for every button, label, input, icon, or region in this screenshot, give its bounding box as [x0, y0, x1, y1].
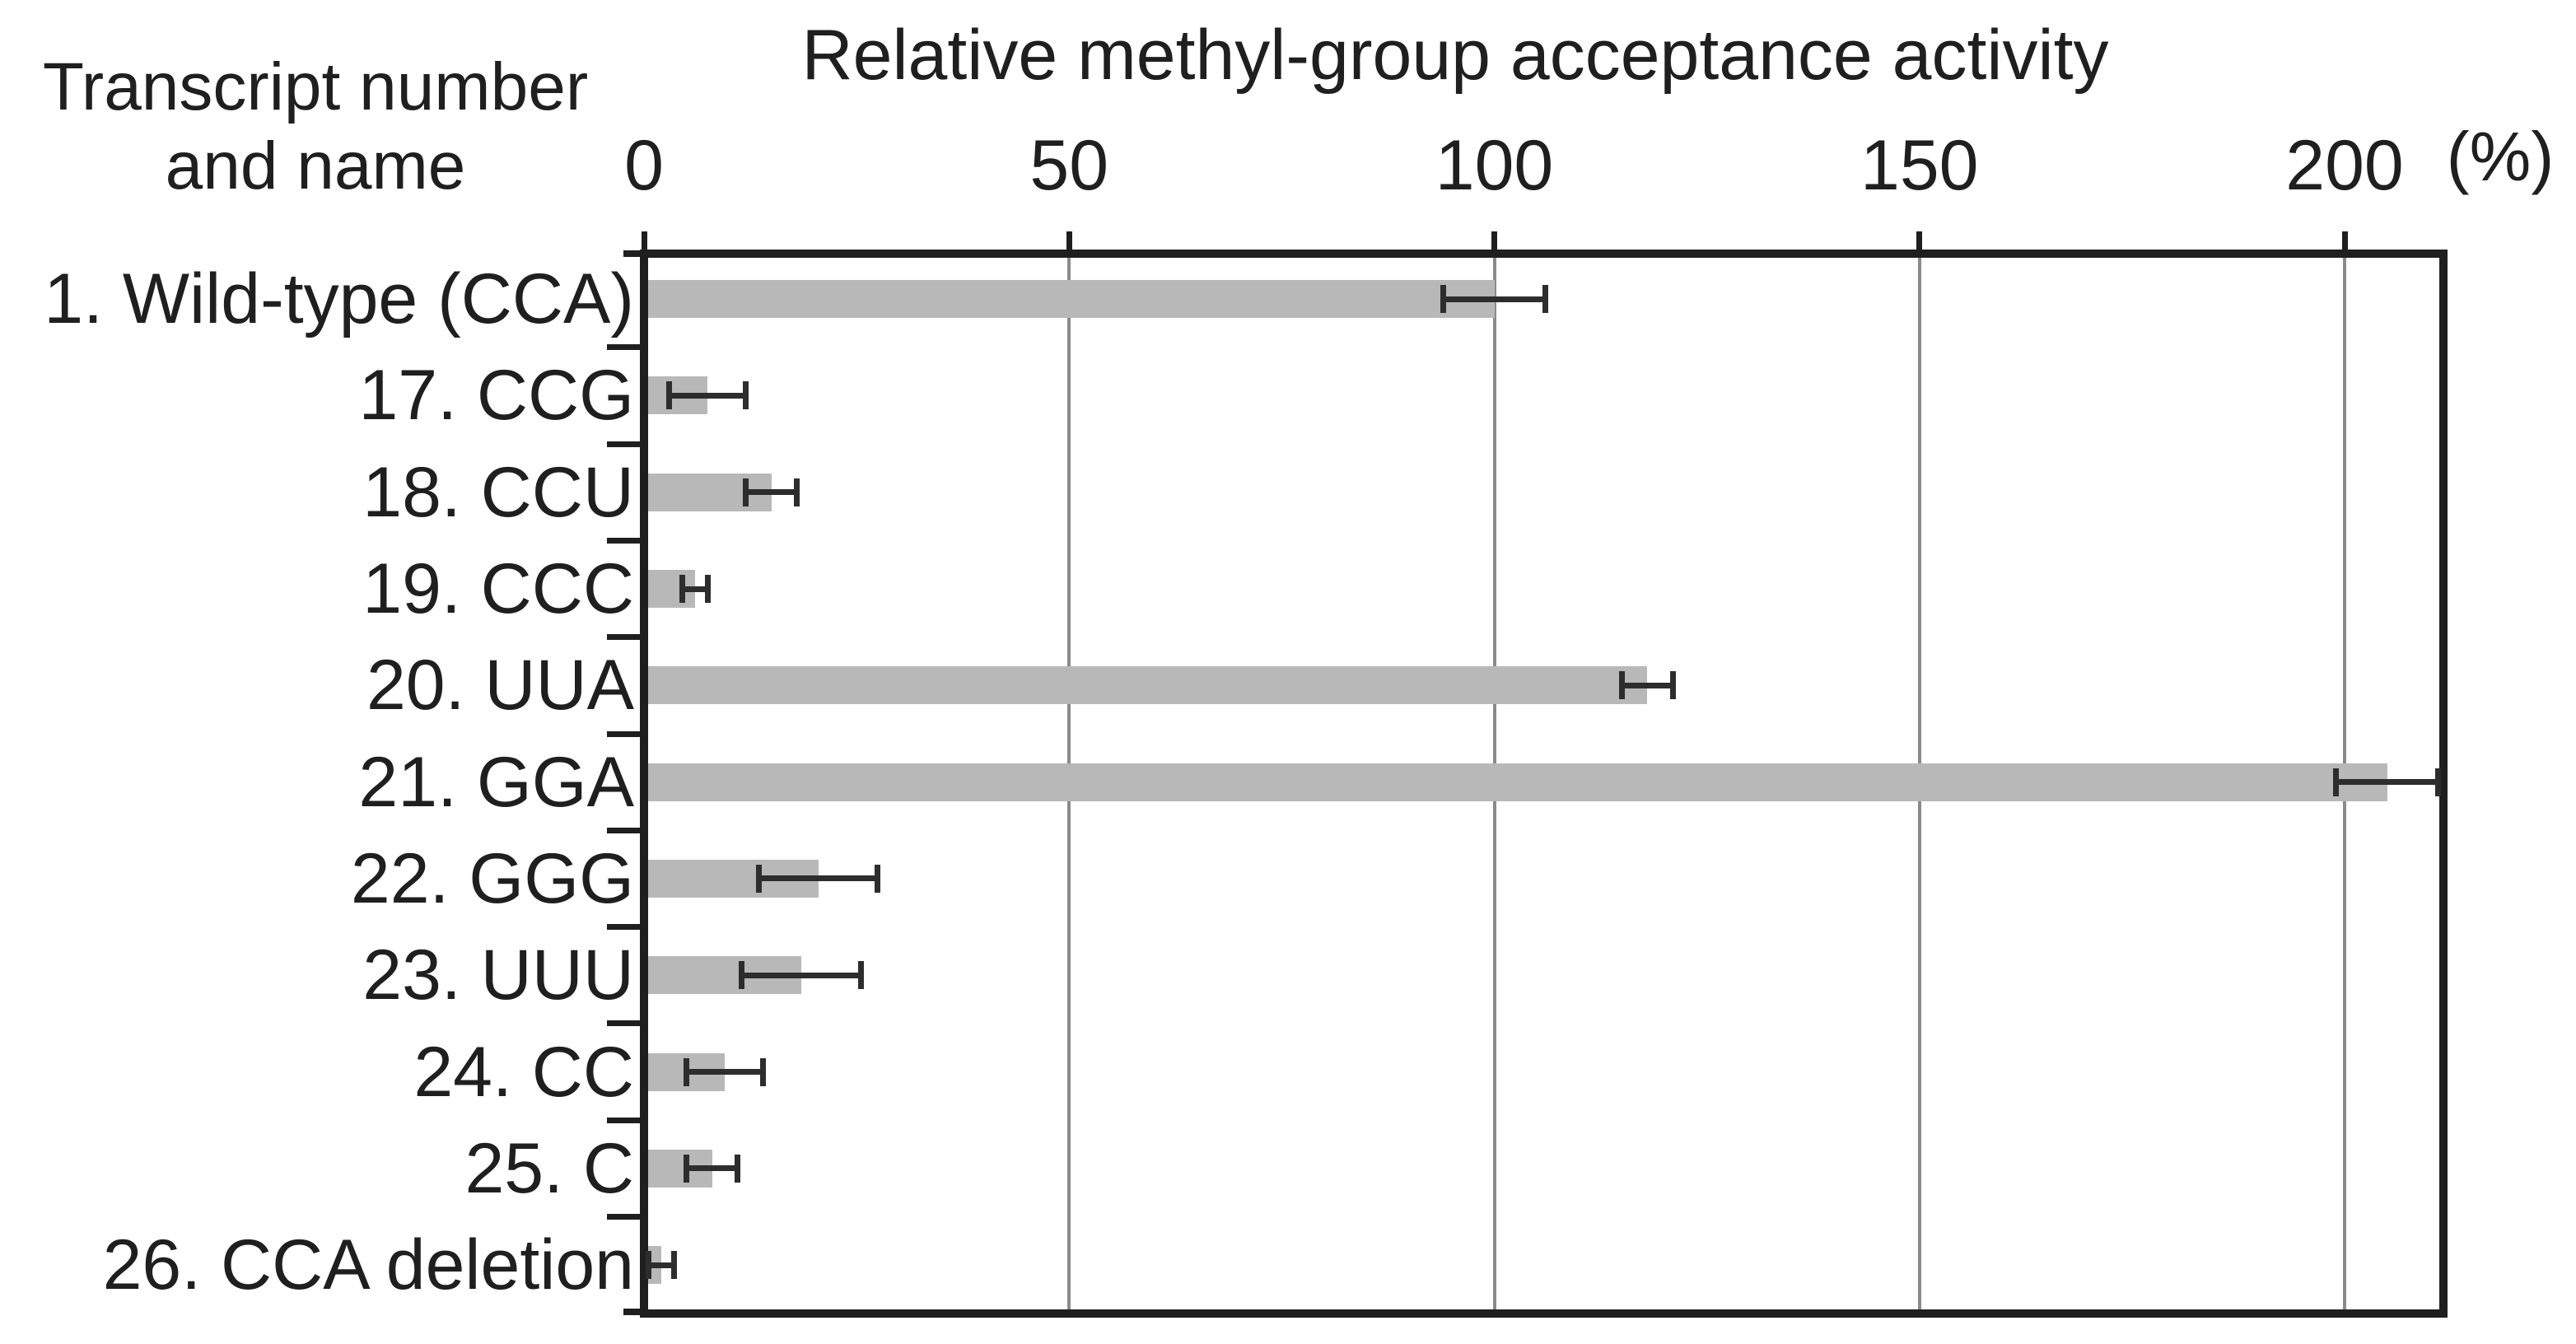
error-bar-cap — [2435, 768, 2442, 796]
y-tick — [607, 1214, 640, 1220]
error-bar-cap — [739, 961, 745, 990]
x-tick-label: 50 — [1029, 126, 1109, 205]
error-bar-whisker — [682, 586, 708, 592]
error-bar-cap — [875, 864, 881, 893]
error-bar-whisker — [648, 1262, 674, 1268]
x-tick — [641, 231, 647, 250]
error-bar-cap — [743, 478, 749, 506]
category-label: 23. UUU — [362, 936, 634, 1015]
x-tick-label: 100 — [1435, 126, 1554, 205]
category-label: 22. GGG — [350, 838, 634, 918]
error-bar-cap — [679, 575, 685, 604]
y-tick-top-corner — [623, 250, 640, 257]
category-label: 1. Wild-type (CCA) — [44, 259, 634, 339]
error-bar-cap — [1542, 285, 1548, 314]
error-bar-whisker — [2336, 779, 2438, 786]
x-tick-label: 150 — [1860, 126, 1979, 205]
x-tick — [1491, 231, 1497, 250]
category-label: 18. CCU — [362, 452, 634, 532]
y-axis-header-line1: Transcript number — [42, 49, 589, 124]
error-bar-whisker — [686, 1069, 763, 1076]
bar — [648, 763, 2387, 801]
error-bar-cap — [704, 575, 711, 604]
y-axis-header: Transcript number and name — [21, 48, 609, 206]
category-label: 24. CC — [413, 1032, 634, 1112]
error-bar-whisker — [669, 392, 746, 399]
error-bar-whisker — [686, 1165, 738, 1172]
error-bar-cap — [760, 1057, 767, 1086]
category-label: 26. CCA deletion — [102, 1225, 634, 1305]
category-label: 21. GGA — [358, 742, 634, 822]
plot-area — [640, 250, 2448, 1318]
bar — [648, 666, 1648, 705]
error-bar-whisker — [1622, 682, 1673, 688]
error-bar-whisker — [741, 972, 861, 978]
error-bar-cap — [735, 1154, 741, 1183]
x-tick — [2341, 231, 2348, 250]
bar — [648, 280, 1495, 319]
y-tick — [607, 537, 640, 544]
y-tick — [607, 441, 640, 447]
y-tick — [607, 634, 640, 641]
y-tick — [607, 344, 640, 351]
chart-title: Relative methyl-group acceptance activit… — [801, 16, 2109, 95]
error-bar-cap — [794, 478, 800, 506]
error-bar-cap — [645, 1251, 651, 1280]
error-bar-cap — [2333, 768, 2340, 796]
y-tick — [607, 1020, 640, 1027]
category-label: 17. CCG — [358, 356, 634, 436]
x-tick — [1916, 231, 1923, 250]
error-bar-cap — [1440, 285, 1447, 314]
error-bar-cap — [666, 381, 673, 410]
category-label: 25. C — [464, 1128, 634, 1208]
x-tick-label: 0 — [624, 126, 664, 205]
x-tick — [1066, 231, 1072, 250]
y-tick — [607, 730, 640, 737]
y-tick-bottom-corner — [623, 1309, 640, 1315]
y-tick — [607, 827, 640, 833]
x-tick-label: 200 — [2285, 126, 2404, 205]
error-bar-cap — [1669, 671, 1676, 700]
error-bar-whisker — [745, 489, 797, 496]
error-bar-whisker — [1443, 296, 1546, 302]
category-label: 19. CCC — [362, 549, 634, 629]
y-tick — [607, 924, 640, 931]
error-bar-cap — [755, 864, 762, 893]
y-tick — [607, 1117, 640, 1123]
error-bar-cap — [684, 1057, 690, 1086]
error-bar-cap — [857, 961, 864, 990]
error-bar-cap — [670, 1251, 677, 1280]
category-label: 20. UUA — [366, 646, 634, 726]
percent-unit-label: (%) — [2446, 118, 2555, 195]
error-bar-cap — [684, 1154, 690, 1183]
error-bar-cap — [743, 381, 749, 410]
error-bar-whisker — [758, 875, 878, 882]
error-bar-cap — [1618, 671, 1625, 700]
y-axis-header-line2: and name — [165, 128, 466, 203]
